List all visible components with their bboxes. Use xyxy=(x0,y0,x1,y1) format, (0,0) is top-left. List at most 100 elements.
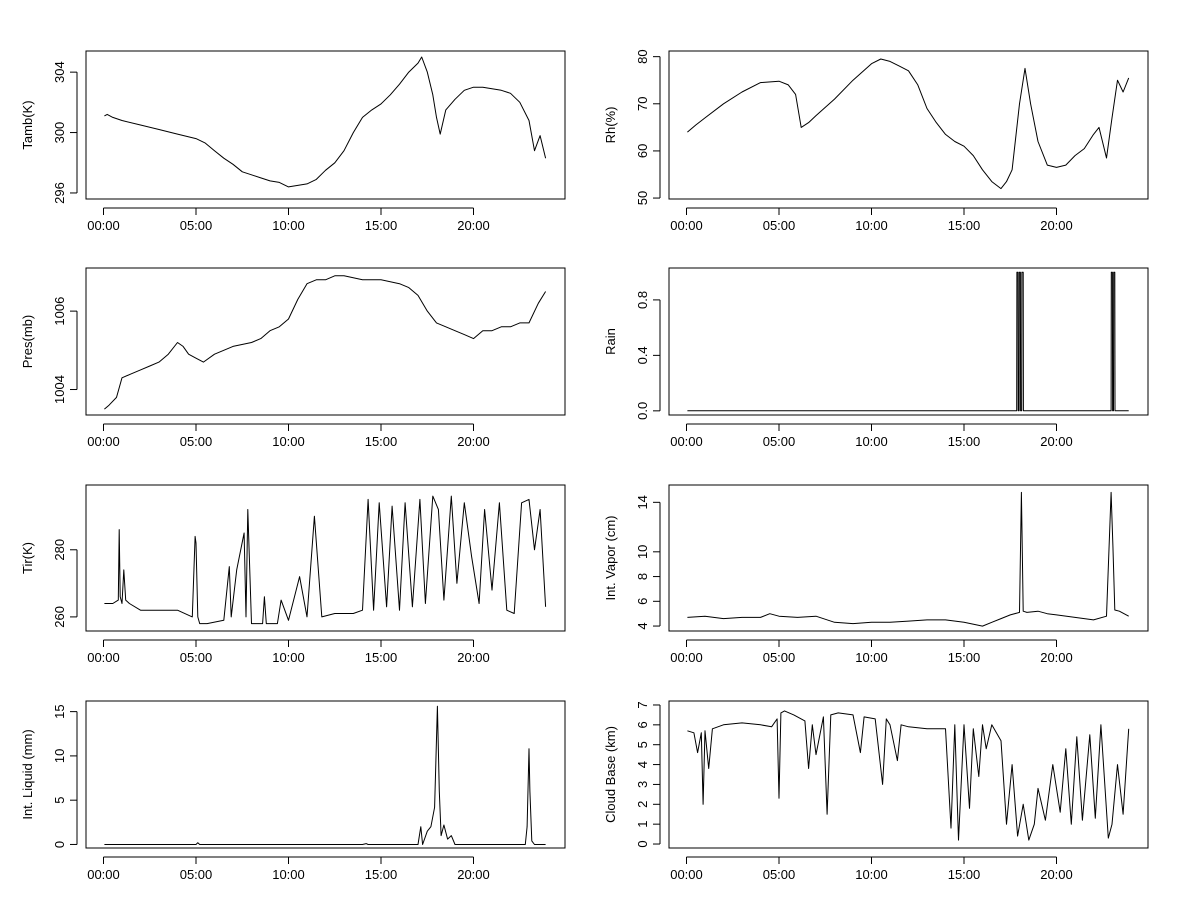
y-axis-label: Int. Vapor (cm) xyxy=(603,515,618,600)
x-tick-label: 10:00 xyxy=(855,650,888,665)
y-tick-label: 5 xyxy=(52,797,67,804)
x-tick-label: 10:00 xyxy=(272,218,305,233)
y-axis: 0.0 0.4 0.8 xyxy=(635,291,661,420)
x-tick-label: 05:00 xyxy=(180,218,213,233)
x-tick-label: 00:00 xyxy=(87,434,120,449)
x-tick-label: 15:00 xyxy=(948,434,981,449)
x-tick-label: 00:00 xyxy=(87,218,120,233)
y-axis: 50 60 70 80 xyxy=(635,49,661,205)
panel-6: 00:00 05:00 10:00 15:00 20:00 4 6 8 10 14 Int. Vap… xyxy=(603,484,1149,665)
y-tick-label: 0 xyxy=(52,841,67,848)
y-tick-label: 15 xyxy=(52,704,67,718)
x-tick-label: 15:00 xyxy=(365,218,398,233)
y-tick-label: 0 xyxy=(635,840,650,847)
y-tick-label: 0.8 xyxy=(635,291,650,309)
x-tick-label: 10:00 xyxy=(855,867,888,882)
x-tick-label: 20:00 xyxy=(457,218,490,233)
panel-5: 00:00 05:00 10:00 15:00 20:00 260 280 Tir(K) xyxy=(20,484,566,665)
x-tick-label: 20:00 xyxy=(1040,434,1073,449)
x-tick-label: 15:00 xyxy=(365,867,398,882)
x-tick-label: 05:00 xyxy=(180,650,213,665)
plot-frame xyxy=(668,484,1149,632)
y-axis-label: Rh(%) xyxy=(603,107,618,144)
y-axis: 4 6 8 10 14 xyxy=(635,495,661,630)
x-tick-label: 00:00 xyxy=(670,218,703,233)
series-line xyxy=(687,271,1129,412)
x-axis: 00:00 05:00 10:00 15:00 20:00 xyxy=(670,856,1073,882)
plot-frame xyxy=(85,700,566,849)
y-tick-label: 304 xyxy=(52,61,67,83)
y-axis-label: Int. Liquid (mm) xyxy=(20,729,35,819)
series-line xyxy=(104,495,547,625)
x-tick-label: 00:00 xyxy=(87,650,120,665)
y-tick-label: 0.0 xyxy=(635,402,650,420)
y-tick-label: 4 xyxy=(635,622,650,629)
y-tick-label: 296 xyxy=(52,182,67,204)
y-tick-label: 50 xyxy=(635,191,650,205)
plot-frame xyxy=(85,484,566,632)
y-tick-label: 300 xyxy=(52,122,67,144)
panel-2: 00:00 05:00 10:00 15:00 20:00 50 60 70 80 Rh(%) xyxy=(603,49,1149,233)
x-tick-label: 15:00 xyxy=(948,218,981,233)
x-tick-label: 20:00 xyxy=(1040,650,1073,665)
x-tick-label: 00:00 xyxy=(670,867,703,882)
y-axis-label: Rain xyxy=(603,328,618,355)
x-tick-label: 15:00 xyxy=(365,434,398,449)
x-tick-label: 10:00 xyxy=(272,434,305,449)
x-tick-label: 15:00 xyxy=(365,650,398,665)
y-tick-label: 3 xyxy=(635,781,650,788)
x-tick-label: 15:00 xyxy=(948,867,981,882)
series-line xyxy=(687,710,1130,841)
y-tick-label: 60 xyxy=(635,144,650,158)
x-axis: 00:00 05:00 10:00 15:00 20:00 xyxy=(87,423,490,449)
y-axis-label: Cloud Base (km) xyxy=(603,726,618,823)
series-line xyxy=(104,56,547,188)
y-axis-label: Tir(K) xyxy=(20,542,35,574)
x-tick-label: 00:00 xyxy=(670,650,703,665)
x-axis: 00:00 05:00 10:00 15:00 20:00 xyxy=(87,639,490,665)
x-tick-label: 20:00 xyxy=(457,650,490,665)
y-axis: 260 280 xyxy=(52,539,78,628)
y-tick-label: 2 xyxy=(635,801,650,808)
x-tick-label: 05:00 xyxy=(763,434,796,449)
y-tick-label: 5 xyxy=(635,741,650,748)
panel-7: 00:00 05:00 10:00 15:00 20:00 0 5 10 15 Int. Liqu… xyxy=(20,700,566,882)
x-tick-label: 10:00 xyxy=(272,650,305,665)
panel-4: 00:00 05:00 10:00 15:00 20:00 0.0 0.4 0.8 Rain xyxy=(603,267,1149,449)
y-tick-label: 4 xyxy=(635,761,650,768)
series-line xyxy=(104,275,547,410)
x-tick-label: 05:00 xyxy=(180,867,213,882)
panel-3: 00:00 05:00 10:00 15:00 20:00 1004 1006 Pres(mb… xyxy=(20,267,566,449)
y-tick-label: 260 xyxy=(52,606,67,628)
x-tick-label: 20:00 xyxy=(1040,867,1073,882)
y-axis: 296 300 304 xyxy=(52,61,78,204)
x-tick-label: 10:00 xyxy=(855,434,888,449)
plot-frame xyxy=(668,50,1149,200)
x-tick-label: 00:00 xyxy=(87,867,120,882)
series-line xyxy=(687,58,1130,190)
x-axis: 00:00 05:00 10:00 15:00 20:00 xyxy=(670,207,1073,233)
x-tick-label: 20:00 xyxy=(457,867,490,882)
x-tick-label: 05:00 xyxy=(180,434,213,449)
y-tick-label: 1 xyxy=(635,821,650,828)
y-tick-label: 6 xyxy=(635,721,650,728)
y-tick-label: 7 xyxy=(635,701,650,708)
x-axis: 00:00 05:00 10:00 15:00 20:00 xyxy=(87,856,490,882)
y-axis-label: Tamb(K) xyxy=(20,100,35,149)
y-tick-label: 80 xyxy=(635,49,650,63)
x-tick-label: 20:00 xyxy=(1040,218,1073,233)
x-tick-label: 15:00 xyxy=(948,650,981,665)
x-tick-label: 10:00 xyxy=(272,867,305,882)
x-axis: 00:00 05:00 10:00 15:00 20:00 xyxy=(87,207,490,233)
y-tick-label: 280 xyxy=(52,539,67,561)
panel-1: 00:00 05:00 10:00 15:00 20:00 296 300 304 Tamb(K… xyxy=(20,50,566,233)
series-line xyxy=(104,705,546,845)
plot-frame xyxy=(668,700,1149,849)
plot-frame xyxy=(668,267,1149,416)
panel-8: 00:00 05:00 10:00 15:00 20:00 0 1 2 3 4 5 6 7 Cloud B… xyxy=(603,700,1149,882)
x-tick-label: 05:00 xyxy=(763,650,796,665)
y-tick-label: 14 xyxy=(635,495,650,509)
y-axis-label: Pres(mb) xyxy=(20,315,35,368)
y-tick-label: 0.4 xyxy=(635,346,650,364)
